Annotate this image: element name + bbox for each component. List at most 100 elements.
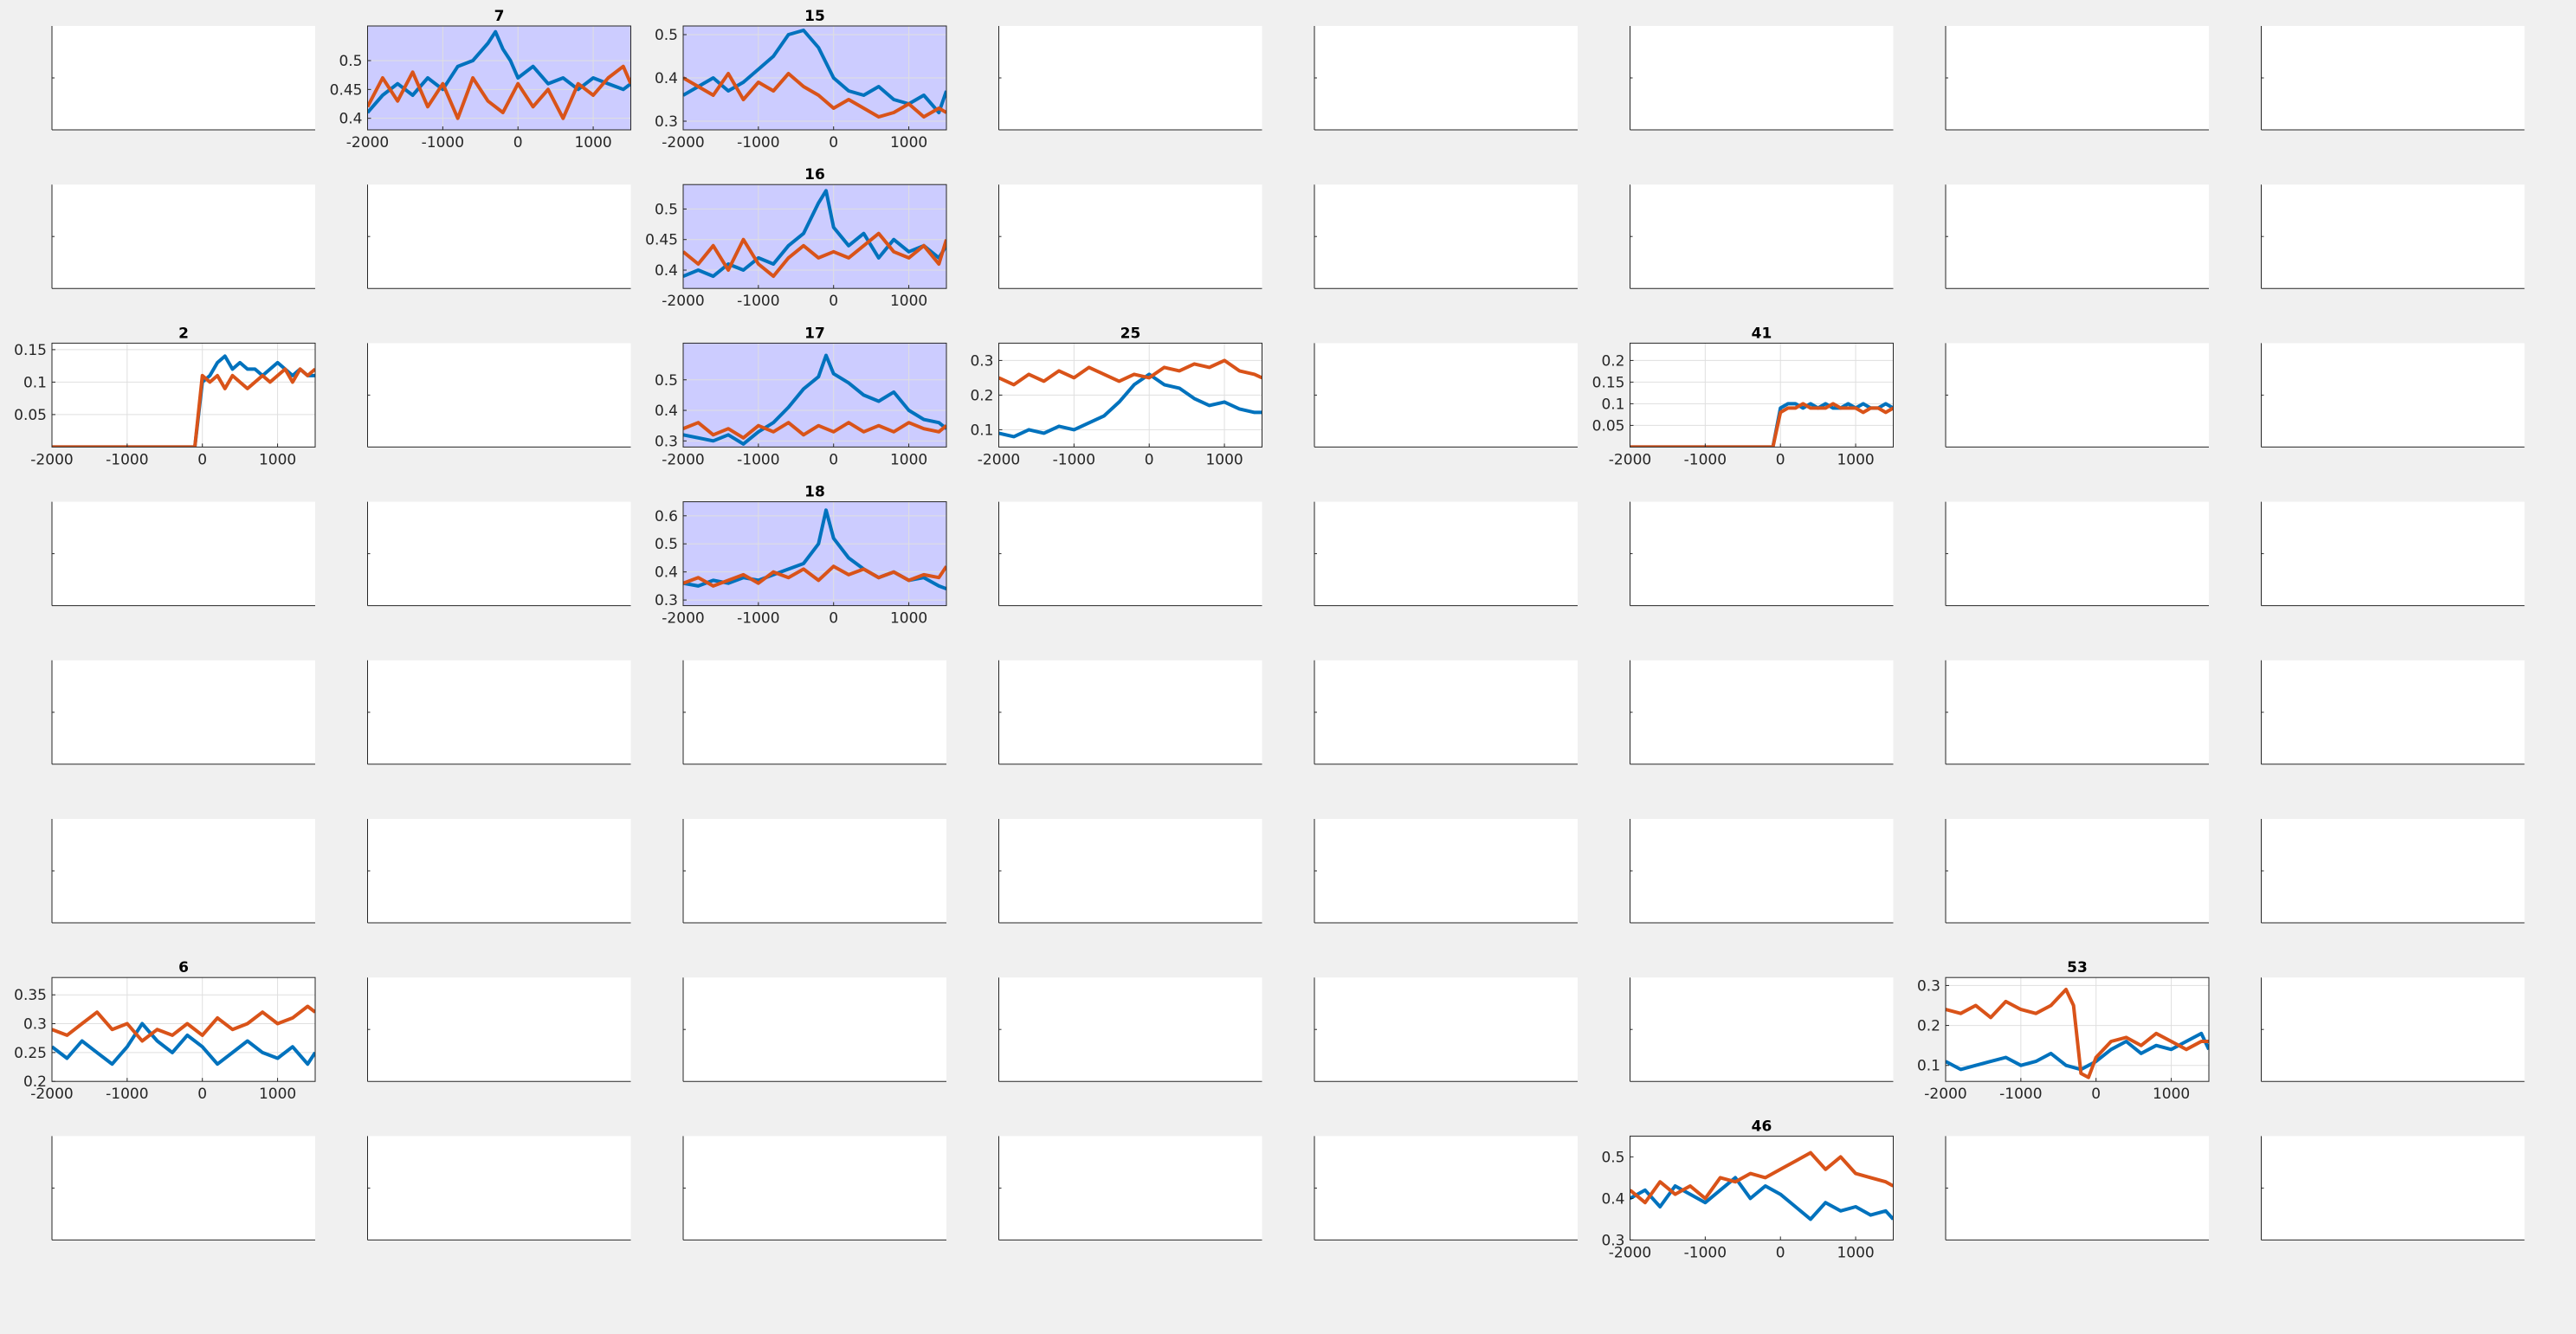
x-tick-label: -1000 [1684,1244,1727,1261]
subplot-r3-c5 [1630,501,1894,607]
axes-background [683,660,946,764]
series-2-line [367,64,631,120]
y-tick-label: 0.4 [655,262,678,280]
axes-background [1314,660,1578,764]
axes-background [1630,819,1894,923]
series-2-line [52,367,315,448]
axes-background [52,1136,315,1241]
series-2-line [1946,988,2209,1079]
axes-background [1314,819,1578,923]
axes-background [1630,343,1894,448]
subplot-r1-c6 [1945,184,2209,289]
axes-frame [367,25,631,131]
x-tick-label: -2000 [30,1086,73,1103]
y-tick-label: 0.4 [655,403,678,420]
axes-background [367,1136,631,1241]
x-tick-label: 0 [513,134,523,151]
axes-background [1946,819,2209,923]
axes-background [2261,1136,2525,1241]
y-tick-label: 0.5 [339,53,362,70]
axes-frame [51,976,316,1082]
x-tick-label: -1000 [737,610,779,628]
y-tick-label: 0.5 [655,536,678,553]
subplot-r3-c1 [367,501,631,607]
axes-background [2261,26,2525,130]
x-tick-label: -2000 [662,293,704,310]
axes-background [683,977,946,1082]
axes-frame [682,501,947,607]
x-tick-label: 0 [1776,451,1785,468]
x-tick-label: -1000 [1684,451,1727,468]
axes-background [1946,343,2209,448]
axes-background [1630,501,1894,606]
x-tick-label: -1000 [422,134,464,151]
subplot-r1-c2: -2000 -1000 0 1000 0.4 0.45 0.5 16 [645,166,947,310]
axes-background [1630,977,1894,1082]
subplot-r2-c3: -2000 -1000 0 1000 0.1 0.2 0.3 25 [970,325,1262,468]
x-tick-label: -1000 [737,451,779,468]
axes-frame [51,342,316,448]
x-tick-label: -2000 [1609,451,1651,468]
subplot-r7-c5: -2000 -1000 0 1000 0.3 0.4 0.5 46 [1601,1118,1894,1261]
y-tick-label: 0.4 [655,564,678,582]
subplot-r6-c4 [1314,977,1578,1082]
subplot-r3-c0 [51,501,315,607]
x-tick-label: 1000 [1837,1244,1874,1261]
axes-background [1314,977,1578,1082]
series-1-line [998,372,1262,439]
subplot-r6-c2 [682,977,946,1082]
y-tick-label: 0.1 [970,422,993,439]
series-2-line [683,72,946,119]
y-tick-label: 0.4 [655,70,678,87]
y-tick-label: 0.45 [330,81,363,99]
axes-frame [1945,976,2210,1082]
subplot-r7-c7 [2261,1136,2525,1241]
subplot-r3-c3 [998,501,1262,607]
subplot-r2-c0: -2000 -1000 0 1000 0.05 0.1 0.15 2 [14,325,316,468]
subplot-title: 53 [2067,959,2088,976]
series-1-line [52,1021,315,1067]
y-tick-label: 0.25 [14,1045,47,1062]
subplot-title: 18 [804,484,825,501]
x-tick-label: -2000 [978,451,1020,468]
subplot-r4-c5 [1630,660,1894,765]
axes-background [1946,184,2209,289]
axes-background [1314,26,1578,130]
subplot-r4-c4 [1314,660,1578,765]
x-tick-label: 0 [829,610,838,628]
axes-background [2261,501,2525,606]
subplot-r7-c2 [682,1136,946,1241]
y-tick-label: 0.1 [23,374,47,391]
y-tick-label: 0.1 [1601,396,1624,413]
axes-background [998,660,1262,764]
subplot-r0-c2: -2000 -1000 0 1000 0.3 0.4 0.5 15 [655,8,947,151]
y-tick-label: 0.5 [655,372,678,390]
axes-background [1314,1136,1578,1241]
subplot-r2-c4 [1314,343,1578,448]
y-tick-label: 0.5 [1601,1149,1624,1166]
axes-background [1314,501,1578,606]
subplot-r7-c4 [1314,1136,1578,1241]
x-tick-label: -2000 [662,134,704,151]
subplot-grid: -2000 -1000 0 1000 0.4 0.45 0.5 7 -2000 -1000 0 100… [14,8,2525,1261]
axes-background [1946,1136,2209,1241]
x-tick-label: 0 [197,1086,207,1103]
axes-background [683,819,946,923]
axes-frame [1630,1135,1894,1241]
subplot-r1-c7 [2261,184,2525,289]
subplot-r4-c7 [2261,660,2525,765]
x-tick-label: -2000 [662,451,704,468]
y-tick-label: 0.3 [655,433,678,450]
x-tick-label: 1000 [2153,1086,2190,1103]
subplot-title: 41 [1752,325,1772,342]
axes-background [2261,184,2525,289]
subplot-r1-c5 [1630,184,1894,289]
subplot-title: 6 [178,959,189,976]
subplot-r6-c0: -2000 -1000 0 1000 0.2 0.25 0.3 0.35 6 [14,959,316,1103]
subplot-r4-c6 [1945,660,2209,765]
y-tick-label: 0.3 [655,592,678,609]
x-tick-label: 1000 [890,293,927,310]
subplot-r4-c2 [682,660,946,765]
subplot-r7-c0 [51,1136,315,1241]
